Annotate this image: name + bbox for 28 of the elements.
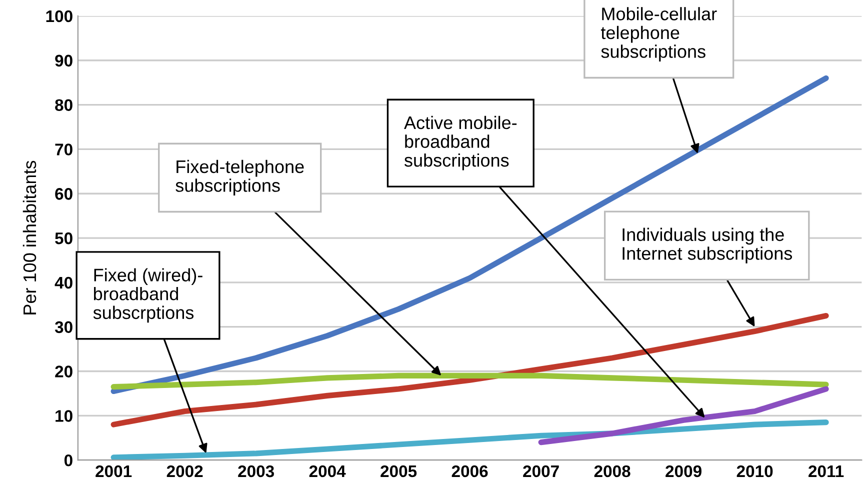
x-tick-label: 2001 — [96, 465, 132, 478]
x-tick-label: 2006 — [452, 465, 488, 478]
y-tick-label: 20 — [55, 366, 72, 378]
y-axis-title: Per 100 inhabitants — [22, 160, 36, 314]
x-tick-label: 2002 — [166, 465, 203, 478]
x-tick-label: 2003 — [238, 465, 274, 478]
x-tick-label: 2005 — [380, 465, 417, 478]
y-tick-label: 60 — [55, 188, 72, 200]
y-tick-label: 0 — [64, 454, 72, 466]
annotation: Mobile-cellular telephone subscriptions — [600, 7, 717, 62]
x-tick-label: 2004 — [309, 465, 346, 478]
y-tick-label: 10 — [56, 410, 72, 422]
annotation: Fixed (wired)- broadband subscrptions — [93, 268, 202, 323]
y-tick-label: 40 — [54, 276, 72, 289]
y-tick-label: 100 — [46, 10, 72, 22]
y-tick-label: 80 — [55, 99, 72, 111]
x-tick-label: 2010 — [736, 465, 773, 478]
annotation: Active mobile- broadband subscriptions — [404, 116, 517, 170]
annotation: Individuals using the Internet subscriptions — [622, 228, 792, 264]
y-tick-label: 90 — [55, 54, 72, 67]
y-tick-label: 30 — [54, 321, 72, 334]
x-tick-label: 2009 — [666, 465, 702, 478]
y-tick-label: 50 — [55, 232, 72, 244]
x-tick-label: 2007 — [523, 465, 559, 478]
x-tick-label: 2011 — [808, 465, 844, 478]
x-tick-label: 2008 — [594, 465, 630, 478]
y-tick-label: 70 — [55, 144, 72, 156]
annotation: Fixed-telephone subscriptions — [176, 160, 304, 196]
